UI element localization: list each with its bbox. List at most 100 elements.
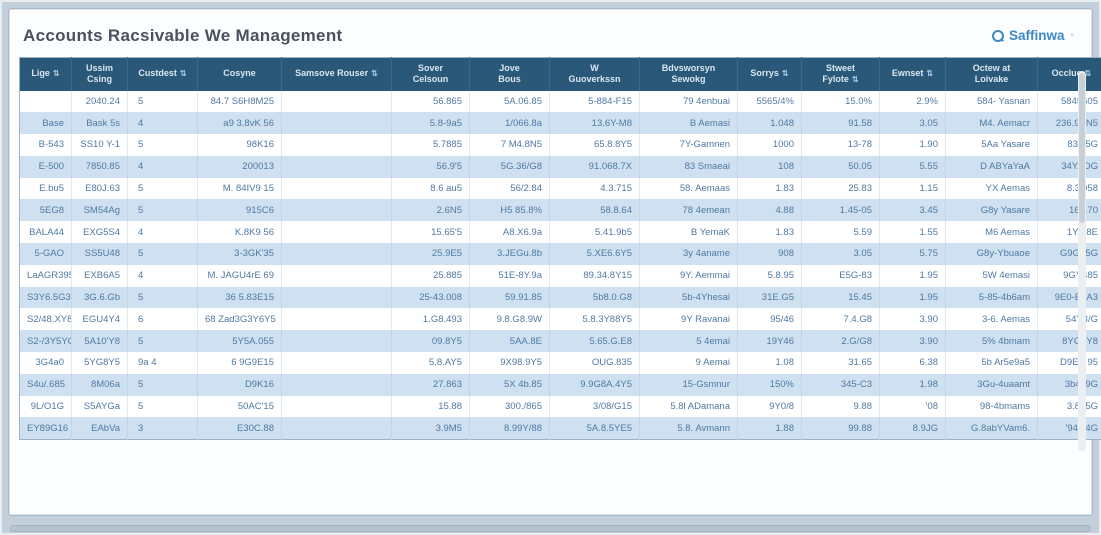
table-cell: 5G.36/G8 xyxy=(469,155,550,178)
table-row[interactable]: S4u/.685 8M06a 5 D9K16 27.863 5X 4b.85 9.9G8A.… xyxy=(19,373,1101,396)
table-cell xyxy=(281,177,392,200)
table-cell: 89.34.8Y15 xyxy=(549,264,640,287)
table-cell: S4u/.685 xyxy=(19,373,72,396)
table-cell: B YemaK xyxy=(639,221,738,244)
vertical-scrollbar[interactable] xyxy=(1078,71,1086,451)
table-cell xyxy=(281,199,392,222)
table-row[interactable]: LaAGR395 EXB6A5 4 M. JAGU4rE 69 25.885 51E-8Y… xyxy=(19,264,1101,287)
column-header[interactable]: Occlue ⇅ xyxy=(1037,57,1101,91)
table-cell: 1.048 xyxy=(737,112,802,135)
column-header[interactable]: Ewnset ⇅ xyxy=(879,57,946,91)
table-cell: 19Y46 xyxy=(737,330,802,353)
column-header[interactable]: Bdvsworsyn Sewokg xyxy=(639,57,738,91)
table-cell: 9.88 xyxy=(801,395,880,418)
table-cell: 5 4emai xyxy=(639,330,738,353)
table-cell: 78 4emean xyxy=(639,199,738,222)
table-cell: 4.3.715 xyxy=(549,177,640,200)
sort-icon: ⇅ xyxy=(781,69,789,79)
table-cell: 2.G/G8 xyxy=(801,330,880,353)
table-cell xyxy=(281,286,392,309)
table-row[interactable]: 9L/O1G S5AYGa 5 50AC'15 15.88 300./865 3/08/G1… xyxy=(19,395,1101,418)
column-header[interactable]: Custdest ⇅ xyxy=(127,57,198,91)
table-cell: 5 xyxy=(127,199,198,222)
table-row[interactable]: 5-GAO SS5U48 5 3-3GK'35 25.9E5 3.JEGu.8b 5.XE6… xyxy=(19,243,1101,265)
table-cell: 36 5.83E15 xyxy=(197,286,282,309)
table-cell: 345-C3 xyxy=(801,373,880,396)
table-cell: A8.X6.9a xyxy=(469,221,550,244)
table-cell: 25.885 xyxy=(391,264,470,287)
table-cell: 5 xyxy=(127,177,198,200)
column-header[interactable]: Ussim Csing xyxy=(71,57,128,91)
table-row[interactable]: S2-/3Y5YG 5A10'Y8 5 5Y5A.055 09.8Y5 5AA.8E 5.6… xyxy=(19,330,1101,353)
table-cell: 5.8-9a5 xyxy=(391,112,470,135)
column-header[interactable]: Stweet Fylote ⇅ xyxy=(801,57,880,91)
table-cell: 5EG8 xyxy=(19,199,72,222)
table-cell: 3G4a0 xyxy=(19,352,72,374)
table-cell: 51E-8Y.9a xyxy=(469,264,550,287)
table-cell: EAbVa xyxy=(71,417,128,440)
table-cell: 9Y0/8 xyxy=(737,395,802,418)
column-header[interactable]: Lige ⇅ xyxy=(19,57,72,91)
table-cell: B Aemasi xyxy=(639,112,738,135)
table-cell: D9K16 xyxy=(197,373,282,396)
column-header[interactable]: W Guoverkssn xyxy=(549,57,640,91)
table-cell: D ABYaYaA xyxy=(945,155,1038,178)
column-header[interactable]: Sorrys ⇅ xyxy=(737,57,802,91)
table-cell: 5 xyxy=(127,134,198,156)
column-header[interactable]: Cosyne xyxy=(197,57,282,91)
table-cell: 1.45-05 xyxy=(801,199,880,222)
table-cell xyxy=(281,155,392,178)
table-cell xyxy=(19,90,72,113)
table-cell: EGU4Y4 xyxy=(71,308,128,331)
table-cell: EY89G16 xyxy=(19,417,72,440)
search-control[interactable]: Saffinwa ◦ xyxy=(991,28,1074,43)
table-row[interactable]: 5EG8 SM54Ag 5 915C6 2.6N5 H5 85.8% 58.8.64 78 4… xyxy=(19,199,1101,222)
table-row[interactable]: EY89G16 EAbVa 3 E30C.88 3.9M5 8.99Y/88 5A.8.5Y… xyxy=(19,417,1101,440)
table-cell: 5YG8Y5 xyxy=(71,352,128,374)
table-cell: 108 xyxy=(737,155,802,178)
scrollbar-thumb[interactable] xyxy=(1079,73,1085,223)
table-cell: 168.70 xyxy=(1038,199,1101,221)
table-cell: 4 xyxy=(127,112,198,135)
table-cell: 09.8Y5 xyxy=(391,330,470,353)
table-row[interactable]: Base Bask 5s 4 a9 3.8vK 56 5.8-9a5 1/066.8a 13… xyxy=(19,112,1101,135)
table-cell: 3 xyxy=(127,417,198,440)
table-cell: S3Y6.5G3 xyxy=(19,286,72,309)
table-cell: 2040.24 xyxy=(71,90,128,113)
table-cell: M6 Aemas xyxy=(945,221,1038,244)
table-cell: 3.9M5 xyxy=(391,417,470,440)
sort-icon: ⇅ xyxy=(926,69,934,79)
table-cell: 5.8. Avmann xyxy=(639,417,738,440)
column-header[interactable]: Samsove Rouser ⇅ xyxy=(281,57,392,91)
table-row[interactable]: E-500 7850.85 4 200013 56.9'5 5G.36/G8 91.068.… xyxy=(19,155,1101,178)
table-row[interactable]: BALA44 EXG5S4 4 K.8K9 56 15.65'5 A8.X6.9a 5.41… xyxy=(19,221,1101,244)
column-header[interactable]: Sover Celsoun xyxy=(391,57,470,91)
table-cell: 91.58 xyxy=(801,112,880,135)
table-cell: S5AYGa xyxy=(71,395,128,418)
table-cell: 98K16 xyxy=(197,134,282,156)
table-cell xyxy=(281,243,392,265)
title-bar: Accounts Racsivable We Management Saffin… xyxy=(9,9,1092,55)
table-row[interactable]: E.bu5 E80J.63 5 M. 84IV9 15 8.6 au5 56/2.84 4.… xyxy=(19,177,1101,200)
table-cell: 4.88 xyxy=(737,199,802,222)
horizontal-scrollbar[interactable] xyxy=(10,525,1091,532)
table-row[interactable]: S2/48.XY8 EGU4Y4 6 68 Zad3G3Y6Y5 1.G8.493 9.8… xyxy=(19,308,1101,331)
table-row[interactable]: S3Y6.5G3 3G.6.Gb 5 36 5.83E15 25-43.008 59.91… xyxy=(19,286,1101,309)
column-header[interactable]: Octew at Loivake xyxy=(945,57,1038,91)
table-cell: G8y Yasare xyxy=(945,199,1038,222)
table-row[interactable]: B-543 SS10 Y-1 5 98K16 5.7885 7 M4.8N5 65.8.8Y… xyxy=(19,134,1101,156)
table-cell: BALA44 xyxy=(19,221,72,244)
table-cell: 8.99Y/88 xyxy=(469,417,550,440)
table-row[interactable]: 2040.24 5 84.7 S6H8M25 56.865 5A.06.85 5-884-… xyxy=(19,90,1101,113)
table-cell: 5b-4Yhesai xyxy=(639,286,738,309)
table-cell: 5 xyxy=(127,330,198,353)
table-container: Lige ⇅ Ussim Csing Custdest ⇅ Cosyne Samsove R… xyxy=(19,57,1101,440)
table-cell: 5.65.G.E8 xyxy=(549,330,640,353)
table-cell: 5b Ar5e9a5 xyxy=(945,352,1038,374)
table-cell: 54Y8/G xyxy=(1038,308,1101,330)
table-cell: 4 xyxy=(127,221,198,244)
table-cell: 15.45 xyxy=(801,286,880,309)
column-header[interactable]: Jove Bous xyxy=(469,57,550,91)
table-header-row: Lige ⇅ Ussim Csing Custdest ⇅ Cosyne Samsove R… xyxy=(19,57,1101,91)
